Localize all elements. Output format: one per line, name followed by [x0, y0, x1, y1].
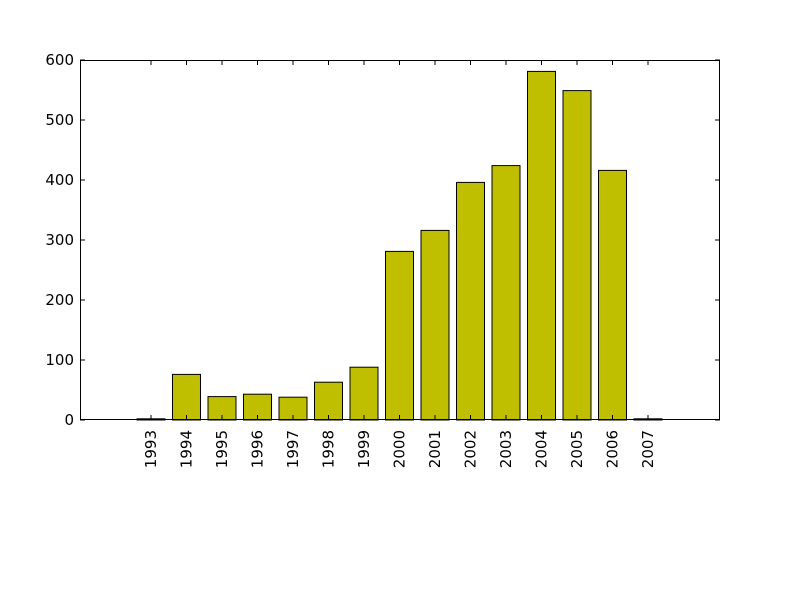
- x-tick-label-1997: 1997: [284, 430, 302, 468]
- bar-2002: [456, 181, 485, 421]
- x-tick-label-1998: 1998: [320, 430, 338, 468]
- x-tick-labels: 1993 1994 1995 1996 1997 1998 1999 2000 2001 2002…: [142, 430, 657, 468]
- bar-2006: [598, 169, 627, 421]
- x-tick-label-1996: 1996: [249, 430, 267, 468]
- x-tick-label-2000: 2000: [391, 430, 409, 468]
- y-tick-label-300: 300: [45, 231, 74, 249]
- x-tick-label-2007: 2007: [639, 430, 657, 468]
- bar-2003: [491, 165, 521, 421]
- y-tick-label-100: 100: [45, 351, 74, 369]
- x-tick-label-2001: 2001: [426, 430, 444, 468]
- bar-1999: [349, 366, 379, 421]
- bar-1994: [172, 373, 201, 421]
- y-tick-label-0: 0: [64, 411, 74, 429]
- bar-2000: [385, 250, 414, 421]
- x-tick-label-1994: 1994: [178, 430, 196, 468]
- bars-group: [136, 70, 663, 421]
- x-tick-label-1993: 1993: [142, 430, 160, 468]
- y-tick-label-400: 400: [45, 171, 74, 189]
- y-tick-label-500: 500: [45, 111, 74, 129]
- x-tick-label-2003: 2003: [497, 430, 515, 468]
- plot-frame: [80, 60, 720, 420]
- x-tick-label-2005: 2005: [568, 430, 586, 468]
- bar-2004: [527, 70, 556, 421]
- x-tick-label-2002: 2002: [462, 430, 480, 468]
- x-tick-label-1995: 1995: [213, 430, 231, 468]
- y-tick-label-200: 200: [45, 291, 74, 309]
- x-tick-label-1999: 1999: [355, 430, 373, 468]
- y-tick-label-600: 600: [45, 51, 74, 69]
- bar-1998: [314, 381, 343, 421]
- y-tick-labels: 0 100 200 300 400 500 600: [45, 51, 74, 429]
- bar-2001: [420, 229, 450, 421]
- bar-2005: [562, 90, 592, 421]
- x-tick-label-2004: 2004: [533, 430, 551, 468]
- x-tick-label-2006: 2006: [604, 430, 622, 468]
